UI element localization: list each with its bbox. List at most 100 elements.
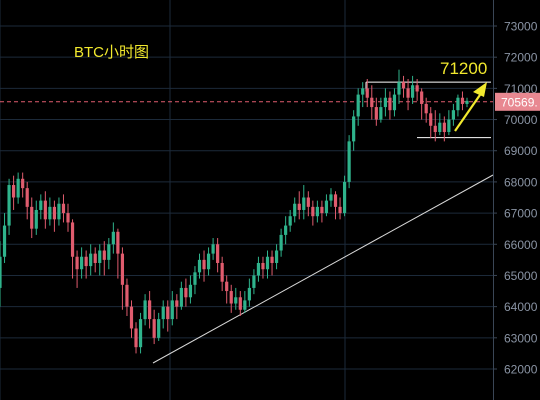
candle-body (410, 85, 415, 98)
candle-body (125, 284, 129, 307)
candle-body (451, 110, 455, 120)
candle-body (234, 297, 238, 304)
candle-body (447, 119, 451, 133)
candle-body (188, 284, 193, 298)
candle-body (274, 250, 279, 263)
candle-body (216, 244, 220, 263)
candle-body (2, 225, 7, 257)
candle-body (129, 306, 134, 329)
candle-body (347, 141, 351, 182)
candle-body (25, 188, 29, 207)
candle-body (284, 225, 288, 235)
candle-body (93, 253, 97, 263)
candle-body (370, 97, 374, 108)
candle-body (48, 206, 52, 220)
candle-body (338, 206, 342, 214)
arrow-head (473, 82, 487, 97)
candle-body (293, 203, 297, 217)
candle-body (161, 306, 165, 320)
price-tick-label: 67000 (504, 207, 538, 221)
candle-body (30, 206, 34, 229)
candle-body (465, 100, 469, 104)
candle-body (320, 206, 324, 214)
target-annotation: 71200 (440, 59, 488, 78)
candle-body (438, 122, 442, 133)
candle-body (342, 181, 347, 214)
candle-body (43, 200, 47, 220)
candle-body (166, 306, 170, 320)
candle-body (52, 206, 57, 220)
candle-body (392, 94, 397, 111)
trendline (152, 174, 494, 364)
candle-body (39, 200, 43, 210)
candle-body (256, 262, 261, 276)
candle-body (21, 178, 25, 189)
price-tick-label: 66000 (504, 238, 538, 252)
candle-body (170, 300, 174, 320)
candle-body (0, 256, 2, 288)
candle-body (374, 107, 378, 120)
candle-body (456, 97, 460, 111)
candle-body (197, 259, 202, 273)
candle-body (433, 125, 437, 133)
candle-body (247, 287, 251, 301)
price-tick-label: 73000 (504, 20, 538, 34)
candle-body (138, 319, 143, 348)
candle-body (175, 300, 179, 307)
candle-body (265, 256, 270, 270)
candle-body (111, 231, 115, 245)
candle-body (34, 209, 38, 229)
candle-body (297, 203, 301, 210)
candle-body (134, 328, 138, 348)
price-tick-label: 71000 (504, 82, 538, 96)
price-tick-label: 72000 (504, 51, 538, 65)
candle-body (193, 272, 197, 285)
candle-body (306, 197, 310, 207)
candle-body (311, 206, 315, 217)
candle-body (302, 197, 306, 210)
price-tick-label: 63000 (504, 331, 538, 345)
candle-body (107, 244, 111, 260)
candle-body (7, 185, 11, 226)
price-tick-label: 68000 (504, 175, 538, 189)
candle-body (383, 97, 387, 108)
candle-body (460, 97, 465, 104)
price-tick-label: 65000 (504, 269, 538, 283)
candle-body (333, 194, 338, 207)
candle-body (70, 222, 75, 257)
candle-body (120, 253, 125, 285)
candle-body (143, 300, 147, 320)
candle-body (12, 185, 16, 198)
candle-body (397, 82, 401, 95)
candle-body (66, 213, 70, 223)
candle-body (202, 259, 206, 270)
candle-body (148, 300, 152, 320)
candle-body (270, 256, 274, 263)
candle-body (152, 319, 156, 338)
candle-body (102, 250, 106, 260)
candle-body (352, 116, 356, 142)
candle-body (379, 107, 383, 120)
candle-body (401, 82, 406, 89)
candle-body (98, 250, 102, 263)
candle-body (61, 203, 66, 214)
candle-body (442, 122, 446, 133)
candle-body (388, 97, 392, 111)
candle-body (57, 203, 61, 220)
candle-body (184, 287, 188, 298)
candle-body (84, 256, 88, 267)
candle-body (361, 88, 365, 95)
candle-body (229, 291, 233, 304)
current-price-badge (495, 92, 540, 111)
chart-title: BTC小时图 (74, 44, 150, 61)
candle-body (220, 262, 224, 282)
candle-body (324, 200, 329, 214)
candle-body (424, 103, 428, 114)
price-axis-bg (493, 0, 540, 400)
candle-body (329, 194, 333, 201)
candle-body (315, 206, 319, 217)
candle-body (365, 88, 369, 98)
candle-body (406, 88, 410, 98)
candle-body (243, 300, 247, 310)
